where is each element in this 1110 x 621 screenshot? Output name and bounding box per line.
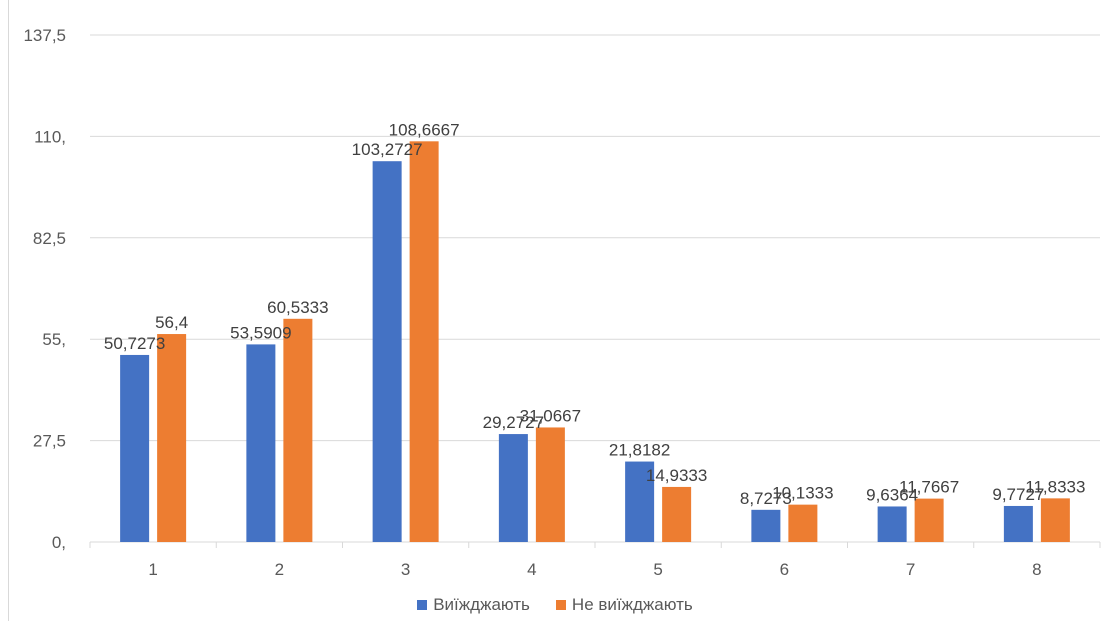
x-tick-label: 6 — [780, 560, 789, 579]
x-tick-label: 5 — [653, 560, 662, 579]
data-label-series-2: 56,4 — [155, 313, 188, 332]
y-tick-label: 0, — [52, 533, 66, 552]
data-label-series-2: 11,7667 — [899, 478, 959, 497]
data-label-series-1: 29,2727 — [483, 413, 544, 432]
bar-series-2 — [157, 334, 187, 542]
data-label-series-1: 53,5909 — [230, 323, 291, 342]
legend-swatch-series-2 — [555, 600, 566, 610]
y-tick-label: 110, — [34, 127, 66, 146]
bar-series-2 — [662, 486, 692, 542]
bar-series-2 — [1040, 498, 1070, 542]
bar-series-1 — [877, 506, 907, 542]
data-label-series-1: 8,7273 — [740, 489, 792, 508]
bar-series-2 — [788, 504, 818, 542]
bar-series-1 — [751, 509, 781, 542]
x-tick-label: 1 — [148, 560, 157, 579]
data-label-series-1: 21,8182 — [609, 441, 670, 460]
data-label-series-2: 14,9333 — [646, 466, 707, 485]
legend-label-series-2: Не виїжджають — [571, 595, 693, 614]
bar-series-1 — [625, 461, 655, 542]
bar-series-1 — [1003, 505, 1033, 542]
bar-series-1 — [120, 354, 150, 542]
x-tick-label: 4 — [527, 560, 536, 579]
x-tick-label: 3 — [401, 560, 410, 579]
bar-series-2 — [914, 498, 944, 542]
x-tick-label: 8 — [1032, 560, 1041, 579]
data-label-series-1: 9,7727 — [992, 485, 1044, 504]
data-label-series-2: 10,1333 — [772, 484, 833, 503]
data-label-series-2: 31,0667 — [520, 406, 581, 425]
legend-item-series-2: Не виїжджають — [555, 595, 693, 615]
data-label-series-2: 60,5333 — [267, 298, 328, 317]
bar-series-1 — [372, 161, 402, 542]
y-tick-label: 137,5 — [23, 26, 66, 45]
x-tick-label: 7 — [906, 560, 915, 579]
data-label-series-1: 103,2727 — [352, 140, 423, 159]
legend-swatch-series-1 — [417, 600, 428, 610]
data-label-series-1: 9,6364 — [866, 485, 918, 504]
chart-frame — [8, 0, 1110, 621]
bar-series-1 — [246, 344, 276, 542]
data-label-series-2: 108,6667 — [389, 120, 460, 139]
bar-series-1 — [498, 434, 528, 542]
x-tick-label: 2 — [275, 560, 284, 579]
bar-series-2 — [409, 141, 439, 543]
data-label-series-1: 50,7273 — [104, 334, 165, 353]
bar-series-2 — [535, 427, 565, 542]
data-label-series-2: 11,8333 — [1025, 477, 1085, 496]
y-tick-label: 55, — [42, 330, 66, 349]
legend-label-series-1: Виїжджають — [433, 595, 530, 614]
y-tick-label: 27,5 — [33, 432, 66, 451]
legend-item-series-1: Виїжджають — [417, 595, 530, 615]
bar-series-2 — [283, 318, 313, 542]
y-tick-label: 82,5 — [33, 229, 66, 248]
legend: Виїжджають Не виїжджають — [0, 595, 1110, 615]
